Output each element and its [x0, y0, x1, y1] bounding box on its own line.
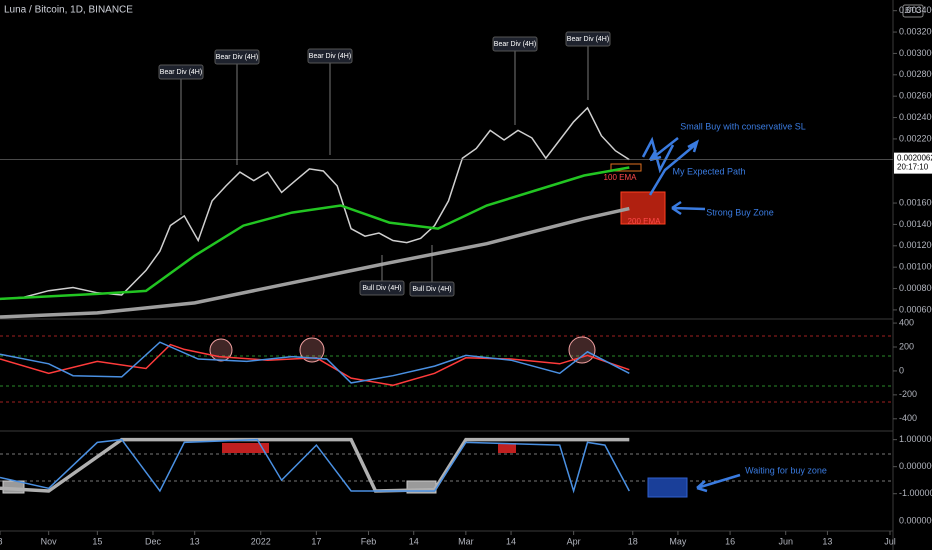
series-line	[0, 206, 630, 319]
last-price-label: 0.0020062	[897, 154, 932, 163]
x-tick-label: 13	[822, 536, 832, 546]
callout-box	[409, 281, 455, 297]
y-tick-label: 200	[899, 341, 914, 351]
x-tick-label: 15	[92, 536, 102, 546]
y-tick-label: 0.0016000	[899, 197, 932, 207]
y-tick-label: 0.0030000	[899, 48, 932, 58]
callout-label: Bull Div (4H)	[412, 286, 451, 293]
callout-label: Bull Div (4H)	[362, 285, 401, 292]
ema-box	[610, 163, 642, 172]
callout-label: Bear Div (4H)	[216, 54, 258, 61]
x-tick-label: Feb	[361, 536, 377, 546]
y-tick-label: 0.0008000	[899, 283, 932, 293]
y-tick-label: -1.0000000	[899, 488, 932, 498]
x-tick-label: Jul	[884, 536, 896, 546]
arrow	[696, 473, 741, 493]
signal-box	[222, 443, 269, 453]
y-tick-label: -200	[899, 389, 917, 399]
x-tick-label: May	[669, 536, 687, 546]
series-line	[0, 166, 630, 301]
y-tick-label: 0	[899, 365, 904, 375]
callout-label: Bear Div (4H)	[494, 41, 536, 48]
y-tick-label: 0.0012000	[899, 240, 932, 250]
annotation: Waiting for buy zone	[745, 465, 827, 475]
y-tick-label: 0.0024000	[899, 112, 932, 122]
callout-label: Bear Div (4H)	[160, 69, 202, 76]
x-tick-label: 14	[409, 536, 419, 546]
x-tick-label: 13	[190, 536, 200, 546]
callout-label: Bear Div (4H)	[567, 36, 609, 43]
y-tick-label: 0.0022000	[899, 133, 932, 143]
y-tick-label: 0.0014000	[899, 219, 932, 229]
y-tick-label: 0.0028000	[899, 69, 932, 79]
annotation: 200 EMA	[628, 217, 662, 226]
y-tick-label: 0.0026000	[899, 91, 932, 101]
y-tick-label: 0.0006000	[899, 304, 932, 314]
x-tick-label: Mar	[458, 536, 474, 546]
x-tick-label: 18	[628, 536, 638, 546]
x-tick-label: 2022	[251, 536, 271, 546]
buy-zone-box	[647, 477, 688, 498]
callout-box	[565, 31, 611, 47]
countdown: 20:17:10	[897, 163, 929, 172]
x-tick-label: Jun	[778, 536, 793, 546]
x-tick-label: 16	[725, 536, 735, 546]
y-tick-label: 0.0034000	[899, 5, 932, 15]
y-tick-label: 1.0000000	[899, 434, 932, 444]
chart-title: Luna / Bitcoin, 1D, BINANCE	[4, 5, 133, 16]
callout-box	[359, 280, 405, 296]
y-tick-label: 0.0000000	[899, 461, 932, 471]
y-tick-label: 400	[899, 317, 914, 327]
callout-box	[158, 64, 204, 80]
annotation: Strong Buy Zone	[706, 207, 774, 217]
currency-box	[902, 4, 924, 18]
y-tick-label: 0.0010000	[899, 262, 932, 272]
callout-box	[214, 49, 260, 65]
callout-box	[492, 36, 538, 52]
x-tick-label: Apr	[567, 536, 581, 546]
y-tick-label: -400	[899, 413, 917, 423]
arrow	[671, 200, 706, 216]
signal-box	[498, 443, 516, 453]
y-tick-label: 0.0032000	[899, 26, 932, 36]
currency: BTC	[905, 6, 921, 15]
x-tick-label: 14	[506, 536, 516, 546]
annotation: Small Buy with conservative SL	[680, 121, 806, 131]
x-tick-label: Dec	[145, 536, 162, 546]
callout-label: Bear Div (4H)	[309, 53, 351, 60]
annotation: My Expected Path	[672, 166, 745, 176]
highlight-circle	[299, 337, 325, 363]
series-line	[0, 437, 630, 493]
callout-box	[307, 48, 353, 64]
x-tick-label: 17	[311, 536, 321, 546]
series-line	[0, 341, 630, 384]
series-line	[0, 438, 630, 494]
x-tick-label: 8	[0, 536, 3, 546]
x-tick-label: Nov	[41, 536, 58, 546]
annotation: 100 EMA	[604, 173, 638, 182]
price-label-box	[894, 152, 932, 174]
y-tick-label: 0.0000000	[899, 515, 932, 525]
